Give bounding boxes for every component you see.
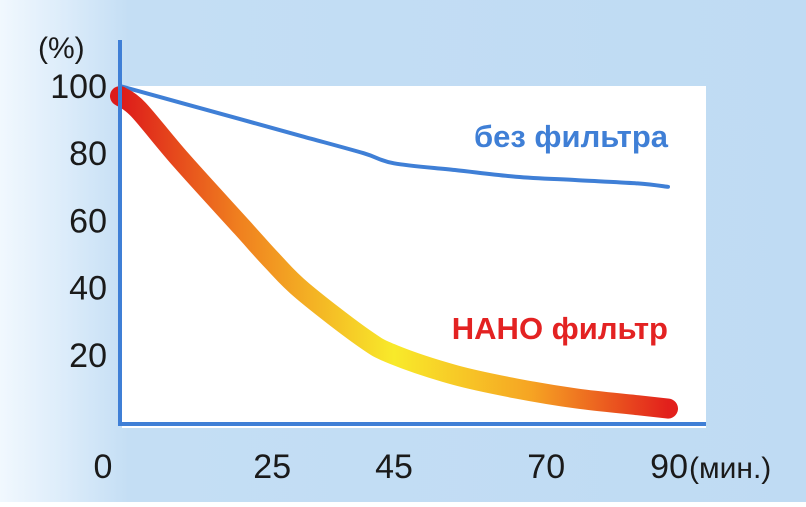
x-tick-label: 90 (650, 448, 688, 486)
x-axis-label: (мин.) (689, 452, 771, 485)
y-axis-label: (%) (38, 32, 85, 65)
series-label-no-filter: без фильтра (474, 119, 669, 154)
y-tick-label: 80 (69, 135, 107, 173)
y-tick-label: 100 (50, 68, 107, 106)
y-tick-label: 60 (69, 202, 107, 240)
x-tick-label: 45 (375, 448, 413, 486)
series-line-no-filter (118, 84, 670, 189)
y-tick-label: 20 (69, 337, 107, 375)
x-tick-label: 25 (253, 448, 291, 486)
series-line-nano-filter (110, 86, 678, 419)
series-label-nano-filter: НАНО фильтр (452, 311, 668, 346)
x-tick-label: 70 (527, 448, 565, 486)
x-tick-label: 0 (94, 448, 113, 486)
y-tick-label: 40 (69, 270, 107, 308)
